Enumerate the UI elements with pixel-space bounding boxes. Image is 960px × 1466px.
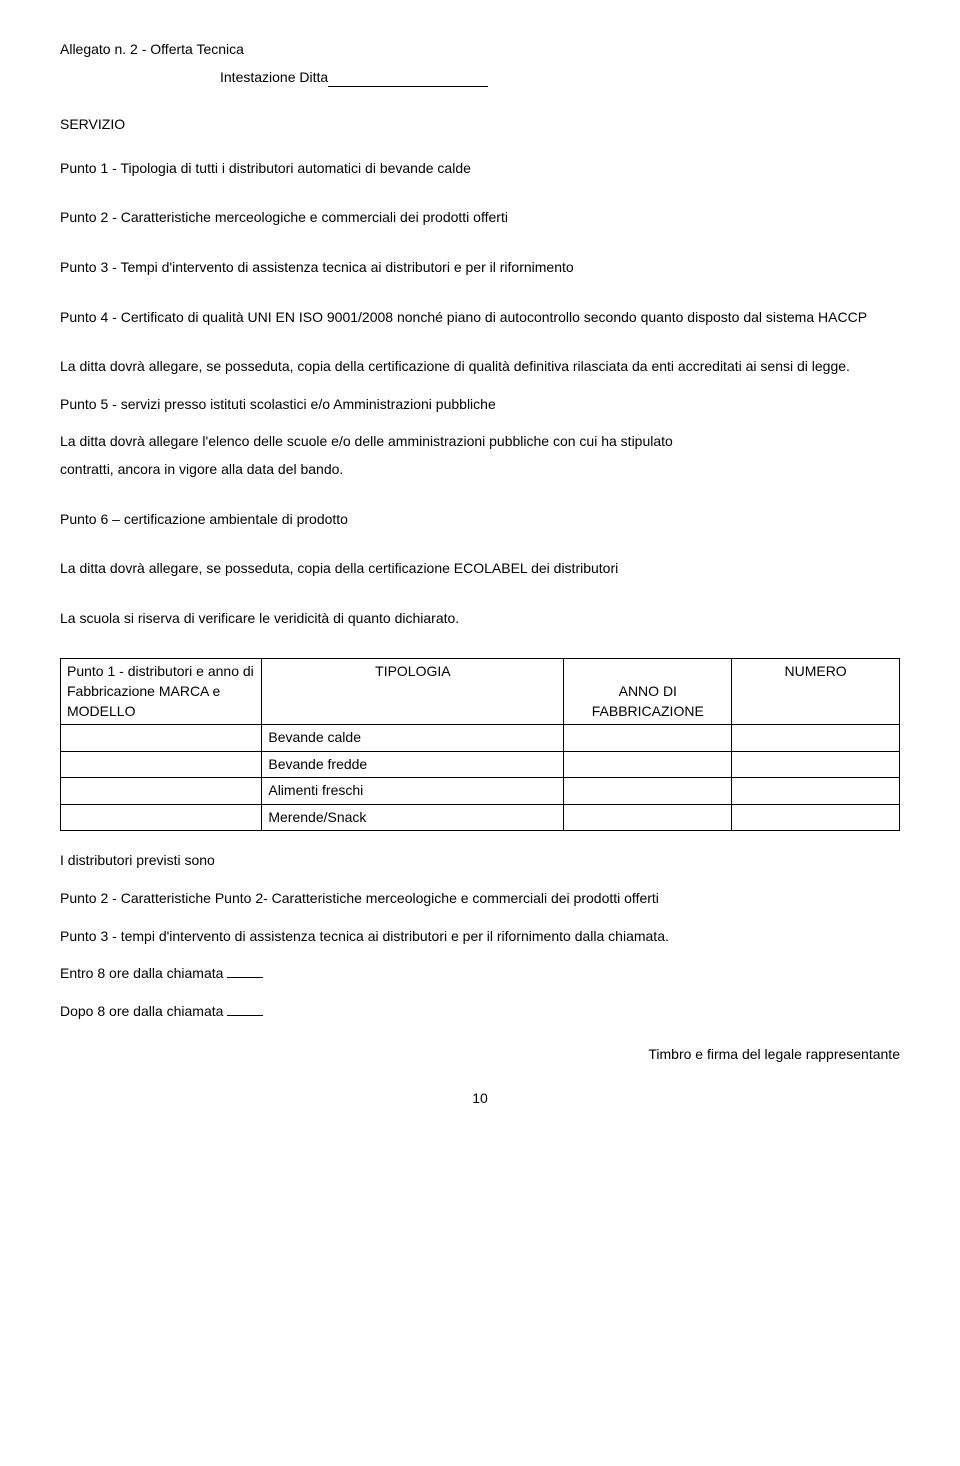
punto2: Punto 2 - Caratteristiche merceologiche … — [60, 208, 900, 228]
entro8-label: Entro 8 ore dalla chiamata — [60, 965, 223, 981]
punto3: Punto 3 - Tempi d'intervento di assisten… — [60, 258, 900, 278]
intestazione-line: Intestazione Ditta — [220, 68, 900, 88]
table-cell-blank — [61, 778, 262, 805]
allegato-header: Allegato n. 2 - Offerta Tecnica — [60, 40, 900, 60]
punto5-title: Punto 5 - servizi presso istituti scolas… — [60, 395, 900, 415]
verify-text: La scuola si riserva di verificare le ve… — [60, 609, 900, 629]
timbro-line: Timbro e firma del legale rappresentante — [60, 1045, 900, 1065]
punto6-text: La ditta dovrà allegare, se posseduta, c… — [60, 559, 900, 579]
distributori-previsti: I distributori previsti sono — [60, 851, 900, 871]
intestazione-label: Intestazione Ditta — [220, 69, 328, 85]
table-cell-anno — [564, 751, 732, 778]
table-cell-numero — [732, 725, 900, 752]
table-cell-anno — [564, 725, 732, 752]
table-col-numero: NUMERO — [732, 659, 900, 725]
table-cell-tipologia: Alimenti freschi — [262, 778, 564, 805]
table-cell-numero — [732, 804, 900, 831]
entro8-line: Entro 8 ore dalla chiamata — [60, 964, 900, 984]
punto5-text2: contratti, ancora in vigore alla data de… — [60, 460, 900, 480]
dopo8-blank — [227, 1015, 263, 1016]
punto3-bottom: Punto 3 - tempi d'intervento di assisten… — [60, 927, 900, 947]
entro8-blank — [227, 977, 263, 978]
table-cell-blank — [61, 804, 262, 831]
servizio-title: SERVIZIO — [60, 115, 900, 135]
punto1: Punto 1 - Tipologia di tutti i distribut… — [60, 159, 900, 179]
punto4-text: La ditta dovrà allegare, se posseduta, c… — [60, 357, 900, 377]
table-row: Alimenti freschi — [61, 778, 900, 805]
table-cell-anno — [564, 804, 732, 831]
table-cell-tipologia: Bevande calde — [262, 725, 564, 752]
page-number: 10 — [60, 1089, 900, 1109]
punto6-title: Punto 6 – certificazione ambientale di p… — [60, 510, 900, 530]
table-cell-numero — [732, 751, 900, 778]
table-cell-numero — [732, 778, 900, 805]
table-row: Merende/Snack — [61, 804, 900, 831]
table-col-tipologia: TIPOLOGIA — [262, 659, 564, 725]
punto5-text1: La ditta dovrà allegare l'elenco delle s… — [60, 432, 900, 452]
table-cell-tipologia: Bevande fredde — [262, 751, 564, 778]
table-cell-anno — [564, 778, 732, 805]
table-col-anno: ANNO DI FABBRICAZIONE — [564, 659, 732, 725]
dopo8-label: Dopo 8 ore dalla chiamata — [60, 1003, 223, 1019]
table-cell-tipologia: Merende/Snack — [262, 804, 564, 831]
punto4: Punto 4 - Certificato di qualità UNI EN … — [60, 308, 900, 328]
table-row: Bevande fredde — [61, 751, 900, 778]
distributori-table: Punto 1 - distributori e anno di Fabbric… — [60, 658, 900, 831]
table-row: Bevande calde — [61, 725, 900, 752]
table-cell-blank — [61, 725, 262, 752]
punto2-bottom: Punto 2 - Caratteristiche Punto 2- Carat… — [60, 889, 900, 909]
table-cell-blank — [61, 751, 262, 778]
table-left-header: Punto 1 - distributori e anno di Fabbric… — [61, 659, 262, 725]
dopo8-line: Dopo 8 ore dalla chiamata — [60, 1002, 900, 1022]
intestazione-blank — [328, 86, 488, 87]
